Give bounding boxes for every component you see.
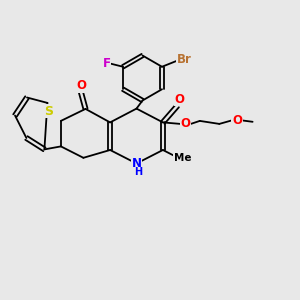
Text: O: O — [181, 117, 191, 130]
Text: N: N — [131, 157, 142, 170]
Text: O: O — [76, 79, 86, 92]
Text: S: S — [44, 105, 53, 118]
Text: O: O — [174, 93, 184, 106]
Text: Me: Me — [174, 153, 191, 164]
Text: F: F — [103, 57, 110, 70]
Text: O: O — [232, 114, 242, 127]
Text: Br: Br — [177, 53, 192, 66]
Text: H: H — [134, 167, 143, 177]
